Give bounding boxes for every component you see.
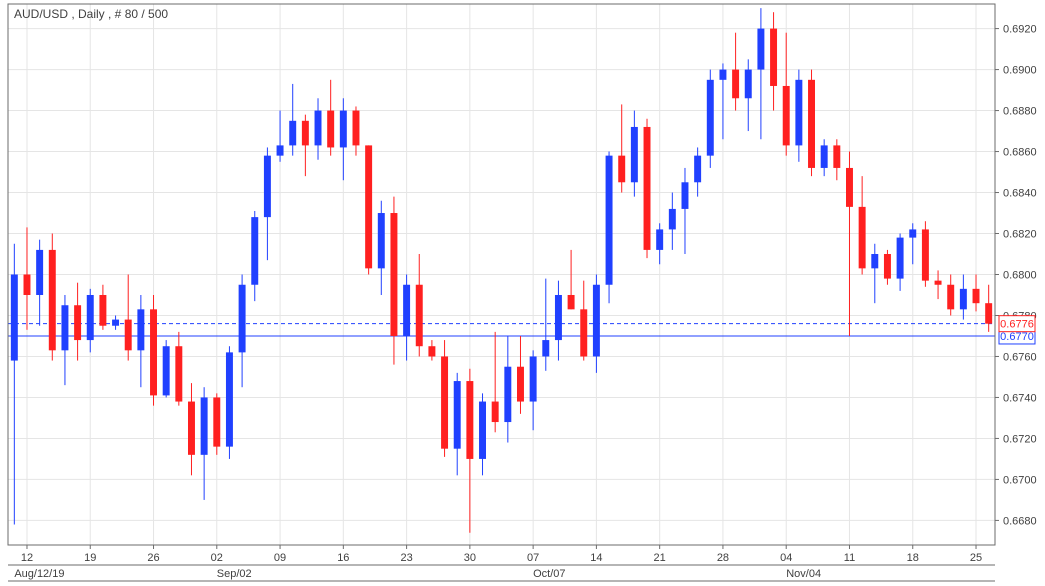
x-tick-label: 25 xyxy=(970,552,982,564)
y-tick-label: 0.6720 xyxy=(1003,433,1037,445)
x-tick-label: 26 xyxy=(147,552,159,564)
y-tick-label: 0.6760 xyxy=(1003,351,1037,363)
y-tick-label: 0.6840 xyxy=(1003,188,1037,200)
y-tick-label: 0.6820 xyxy=(1003,229,1037,241)
x-tick-label: 14 xyxy=(590,552,602,564)
y-tick-label: 0.6920 xyxy=(1003,24,1037,36)
x-month-label: Oct/07 xyxy=(533,568,565,580)
y-tick-label: 0.6900 xyxy=(1003,65,1037,77)
price-line-label: 0.6776 xyxy=(1000,319,1034,331)
y-tick-label: 0.6740 xyxy=(1003,392,1037,404)
x-tick-label: 21 xyxy=(654,552,666,564)
x-tick-label: 30 xyxy=(464,552,476,564)
x-tick-label: 12 xyxy=(21,552,33,564)
x-month-label: Sep/02 xyxy=(217,568,252,580)
x-tick-label: 07 xyxy=(527,552,539,564)
x-tick-label: 28 xyxy=(717,552,729,564)
y-tick-label: 0.6700 xyxy=(1003,474,1037,486)
x-tick-label: 11 xyxy=(844,552,855,564)
y-tick-label: 0.6680 xyxy=(1003,515,1037,527)
y-tick-label: 0.6880 xyxy=(1003,106,1037,118)
x-month-label: Nov/04 xyxy=(786,568,821,580)
price-line-label: 0.6770 xyxy=(1000,331,1034,343)
candlestick-chart: 0.66800.67000.67200.67400.67600.67800.68… xyxy=(0,0,1045,586)
x-tick-label: 02 xyxy=(211,552,223,564)
x-tick-label: 18 xyxy=(907,552,919,564)
chart-container: 0.66800.67000.67200.67400.67600.67800.68… xyxy=(0,0,1045,586)
x-tick-label: 04 xyxy=(780,552,792,564)
x-tick-label: 23 xyxy=(400,552,412,564)
y-tick-label: 0.6860 xyxy=(1003,147,1037,159)
x-tick-label: 19 xyxy=(84,552,96,564)
x-month-label: Aug/12/19 xyxy=(14,568,64,580)
x-tick-label: 16 xyxy=(337,552,349,564)
x-tick-label: 09 xyxy=(274,552,286,564)
chart-title: AUD/USD , Daily , # 80 / 500 xyxy=(14,7,168,21)
y-tick-label: 0.6800 xyxy=(1003,270,1037,282)
